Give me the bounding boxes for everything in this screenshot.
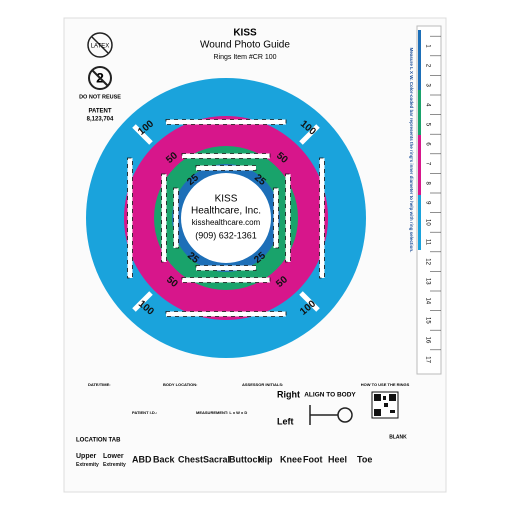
location-tab: Chest <box>178 454 203 464</box>
reuse-cross <box>91 69 109 87</box>
ruler-number: 12 <box>424 258 430 265</box>
ring-bar <box>161 173 167 263</box>
ruler-number: 1 <box>424 44 430 48</box>
ruler-number: 10 <box>424 219 430 226</box>
location-tab: Hip <box>258 454 273 464</box>
latex-icon <box>87 32 113 58</box>
ring-bar <box>165 311 287 317</box>
ring-bar <box>173 187 179 249</box>
location-tab-title: LOCATION TAB <box>76 438 121 444</box>
right: Right <box>277 389 300 399</box>
location-tab: Heel <box>328 454 347 464</box>
form-assessor: ASSESSOR INITIALS: <box>242 382 283 387</box>
location-tab: ABD <box>132 454 152 464</box>
ruler-number: 17 <box>424 356 430 363</box>
latex-cross <box>91 36 109 54</box>
left: Left <box>277 416 294 426</box>
location-tab: Upper Extremity <box>76 453 99 468</box>
blank: BLANK <box>389 434 407 440</box>
ruler-number: 2 <box>424 64 430 68</box>
location-tab: Lower Extremity <box>103 453 126 468</box>
ruler-number: 16 <box>424 337 430 344</box>
ruler-number: 6 <box>424 142 430 146</box>
ruler-number: 14 <box>424 297 430 304</box>
patent-number: 8,123,704 <box>87 117 114 123</box>
center-phone: (909) 632-1361 <box>195 230 257 240</box>
ruler-number: 7 <box>424 162 430 166</box>
ring-bar <box>132 291 153 312</box>
ruler-bars <box>127 119 325 317</box>
center-disc <box>181 173 271 263</box>
center-company: Healthcare, Inc. <box>191 206 261 217</box>
ruler-band <box>418 90 421 135</box>
location-tab: Buttock <box>229 454 263 464</box>
ruler-number: 15 <box>424 317 430 324</box>
brand: KISS <box>233 28 257 39</box>
ruler-number: 13 <box>424 278 430 285</box>
reuse: DO NOT REUSE <box>79 94 121 100</box>
align-icon <box>309 405 353 425</box>
latex: LATEX <box>91 44 110 50</box>
ring-bar <box>273 187 279 249</box>
form-patient: PATIENT I.D.: <box>132 410 157 415</box>
location-tab: Knee <box>280 454 302 464</box>
item: Rings Item #CR 100 <box>213 54 276 61</box>
align: ALIGN TO BODY <box>304 392 356 399</box>
ruler-band <box>418 30 421 90</box>
ring-bar <box>132 124 153 145</box>
ruler-note: Measure L X W. Color-coded bar represent… <box>409 48 414 253</box>
ring-bar <box>181 153 271 159</box>
ring-bar <box>319 157 325 279</box>
ruler-number: 3 <box>424 84 430 88</box>
location-tab: Back <box>153 454 176 464</box>
location-tabs: Upper Extremity Lower Extremity ABD Back Chest… <box>76 453 372 468</box>
location-tab: Sacral <box>203 454 230 464</box>
ring-bar <box>299 124 320 145</box>
form: DATE/TIME: BODY LOCATION: ASSESSOR INITI… <box>88 382 283 415</box>
rings <box>86 78 366 358</box>
form-date: DATE/TIME: <box>88 382 111 387</box>
ruler-number: 11 <box>424 239 430 246</box>
location-tab: Toe <box>357 454 372 464</box>
ring-bar <box>127 157 133 279</box>
ruler-number: 5 <box>424 123 430 127</box>
ruler-number: 4 <box>424 103 430 107</box>
ring-bar <box>165 119 287 125</box>
ring-bar <box>181 277 271 283</box>
center-website: kisshealthcare.com <box>192 218 261 227</box>
location-tab: Foot <box>303 454 323 464</box>
ruler-number: 9 <box>424 201 430 205</box>
ruler-band <box>418 195 421 250</box>
form-body: BODY LOCATION: <box>163 382 198 387</box>
ring-bar <box>195 265 257 271</box>
form-measurement: MEASUREMENT: L x W x D <box>196 410 247 415</box>
patent-label: PATENT <box>88 109 111 115</box>
ruler-number: 8 <box>424 182 430 186</box>
ring-bar <box>299 291 320 312</box>
how-to: HOW TO USE THE RINGS <box>361 382 410 387</box>
ring-bar <box>285 173 291 263</box>
ruler-band <box>418 135 421 195</box>
reuse-icon <box>88 66 112 90</box>
ring-bar <box>195 165 257 171</box>
title: Wound Photo Guide <box>200 40 290 51</box>
qr-code <box>371 391 399 419</box>
center-brand: KISS <box>215 194 238 205</box>
